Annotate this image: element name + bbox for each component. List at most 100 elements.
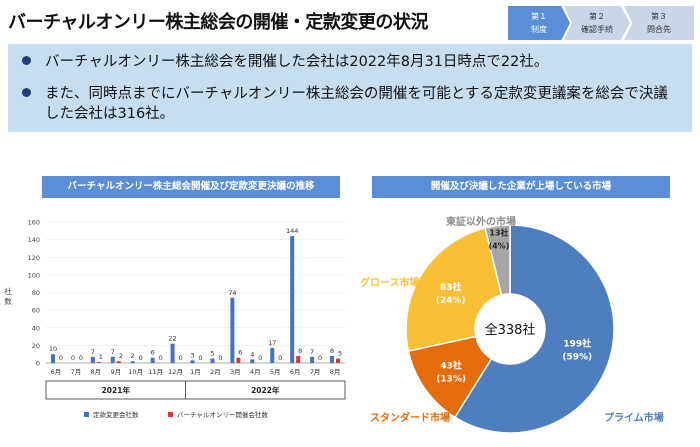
bar-teikan-henko xyxy=(250,359,255,363)
data-label-teikan-henko: 5 xyxy=(210,350,214,358)
bullet-dot-icon xyxy=(22,87,31,97)
slice-pct-label: (59%) xyxy=(562,352,592,362)
data-label-virtual-only: 0 xyxy=(139,354,143,362)
data-label-virtual-only: 0 xyxy=(258,354,262,362)
bar-teikan-henko xyxy=(290,236,295,363)
bar-teikan-henko xyxy=(90,356,95,363)
x-tick-label: 5月 xyxy=(270,368,281,376)
data-label-virtual-only: 0 xyxy=(159,354,163,362)
bar-virtual-only xyxy=(336,358,341,363)
page-title: バーチャルオンリー株主総会の開催・定款変更の状況 xyxy=(8,12,428,33)
pie-chart-title: 開催及び決議した企業が上場している市場 xyxy=(372,176,670,198)
bar-teikan-henko xyxy=(110,356,115,363)
data-label-teikan-henko: 8 xyxy=(330,347,334,355)
bar-teikan-henko xyxy=(270,348,275,363)
data-label-teikan-henko: 7 xyxy=(310,348,314,356)
x-tick-label: 8月 xyxy=(91,368,102,376)
slice-count-label: 199社 xyxy=(563,337,591,349)
bar-teikan-henko xyxy=(210,358,215,363)
x-tick-label: 1月 xyxy=(190,368,201,376)
donut-slice xyxy=(453,224,615,434)
slice-count-label: 13社 xyxy=(489,228,508,238)
step-3-tab[interactable]: 第３ 問合先 xyxy=(624,6,694,40)
donut-slice xyxy=(405,227,503,352)
data-label-teikan-henko: 7 xyxy=(111,348,115,356)
legend-swatch-teikan-henko xyxy=(84,412,89,417)
slice-count-label: 43社 xyxy=(440,359,462,371)
x-tick-label: 12月 xyxy=(168,368,183,376)
data-label-teikan-henko: 0 xyxy=(71,354,75,362)
bar-virtual-only xyxy=(116,361,121,363)
data-label-teikan-henko: 10 xyxy=(49,345,57,353)
y-tick-label: 20 xyxy=(32,342,40,350)
y-axis-label: 社 xyxy=(4,286,12,296)
year-group-label: 2022年 xyxy=(251,385,280,395)
x-tick-label: 4月 xyxy=(250,368,261,376)
market-name-label: スタンダード市場 xyxy=(370,411,450,424)
legend-label-teikan-henko: 定款変更会社数 xyxy=(93,410,139,419)
summary-bullet-1: バーチャルオンリー株主総会を開催した会社は2022年8月31日時点で22社。 xyxy=(22,52,548,72)
slice-pct-label: (24%) xyxy=(436,296,466,306)
data-label-virtual-only: 0 xyxy=(218,354,222,362)
data-label-teikan-henko: 74 xyxy=(228,289,236,297)
y-tick-label: 160 xyxy=(28,219,40,227)
summary-text-1: バーチャルオンリー株主総会を開催した会社は2022年8月31日時点で22社。 xyxy=(45,54,549,70)
bar-chart-title: バーチャルオンリー株主総会開催及び定款変更決議の推移 xyxy=(42,176,340,198)
summary-banner: バーチャルオンリー株主総会を開催した会社は2022年8月31日時点で22社。 ま… xyxy=(8,44,692,132)
y-tick-label: 100 xyxy=(28,271,40,279)
y-tick-label: 80 xyxy=(32,289,40,297)
x-tick-label: 11月 xyxy=(148,368,163,376)
bar-virtual-only xyxy=(296,355,301,363)
donut-center-label: 全338社 xyxy=(485,322,536,338)
bar-teikan-henko xyxy=(330,355,335,363)
x-tick-label: 9月 xyxy=(110,368,121,376)
y-tick-label: 40 xyxy=(32,324,40,332)
bar-teikan-henko xyxy=(170,343,175,363)
slice-pct-label: (13%) xyxy=(436,374,466,384)
step-1-tab[interactable]: 第１ 制度 xyxy=(508,6,570,40)
data-label-virtual-only: 0 xyxy=(318,354,322,362)
data-label-virtual-only: 0 xyxy=(79,354,83,362)
step-2-label: 確認手続 xyxy=(581,25,613,34)
bullet-dot-icon xyxy=(22,55,31,65)
x-tick-label: 10月 xyxy=(128,368,143,376)
bar-teikan-henko xyxy=(310,356,315,363)
data-label-virtual-only: 0 xyxy=(278,354,282,362)
legend-label-virtual-only: バーチャルオンリー開催会社数 xyxy=(177,410,268,419)
step-3-number: 第３ xyxy=(651,12,667,21)
step-navigation: 第１ 制度 第２ 確認手続 第３ 問合先 xyxy=(508,6,696,40)
data-label-virtual-only: 5 xyxy=(338,350,342,358)
slice-count-label: 83社 xyxy=(440,281,462,293)
legend-swatch-virtual-only xyxy=(168,412,173,417)
bar-teikan-henko xyxy=(130,361,135,363)
data-label-teikan-henko: 144 xyxy=(286,227,298,235)
step-2-number: 第２ xyxy=(589,12,605,21)
x-tick-label: 2月 xyxy=(210,368,221,376)
x-tick-label: 7月 xyxy=(310,368,321,376)
data-label-teikan-henko: 4 xyxy=(250,350,254,358)
bar-virtual-only xyxy=(236,357,241,363)
step-2-tab[interactable]: 第２ 確認手続 xyxy=(564,6,630,40)
data-label-virtual-only: 2 xyxy=(119,352,123,360)
summary-text-2: また、同時点までにバーチャルオンリー株主総会の開催を可能とする定款変更議案を総会… xyxy=(45,86,668,102)
data-label-teikan-henko: 7 xyxy=(91,348,95,356)
x-tick-label: 6月 xyxy=(51,368,62,376)
donut-slice xyxy=(484,224,511,296)
step-3-label: 問合先 xyxy=(647,25,671,34)
slice-pct-label: (4%) xyxy=(488,242,509,251)
data-label-virtual-only: 0 xyxy=(59,354,63,362)
bar-virtual-only xyxy=(96,362,101,363)
y-tick-label: 60 xyxy=(32,307,40,315)
x-tick-label: 7月 xyxy=(71,368,82,376)
data-label-teikan-henko: 6 xyxy=(151,349,155,357)
data-label-virtual-only: 0 xyxy=(178,354,182,362)
y-tick-label: 120 xyxy=(28,254,40,262)
summary-text-3: した会社は316社。 xyxy=(45,106,175,122)
data-label-virtual-only: 0 xyxy=(198,354,202,362)
x-tick-label: 6月 xyxy=(290,368,301,376)
year-group-label: 2021年 xyxy=(102,385,131,395)
market-name-label: グロース市場 xyxy=(360,276,420,289)
bar-teikan-henko xyxy=(150,357,155,363)
data-label-virtual-only: 1 xyxy=(99,353,103,361)
step-1-number: 第１ xyxy=(531,12,547,21)
